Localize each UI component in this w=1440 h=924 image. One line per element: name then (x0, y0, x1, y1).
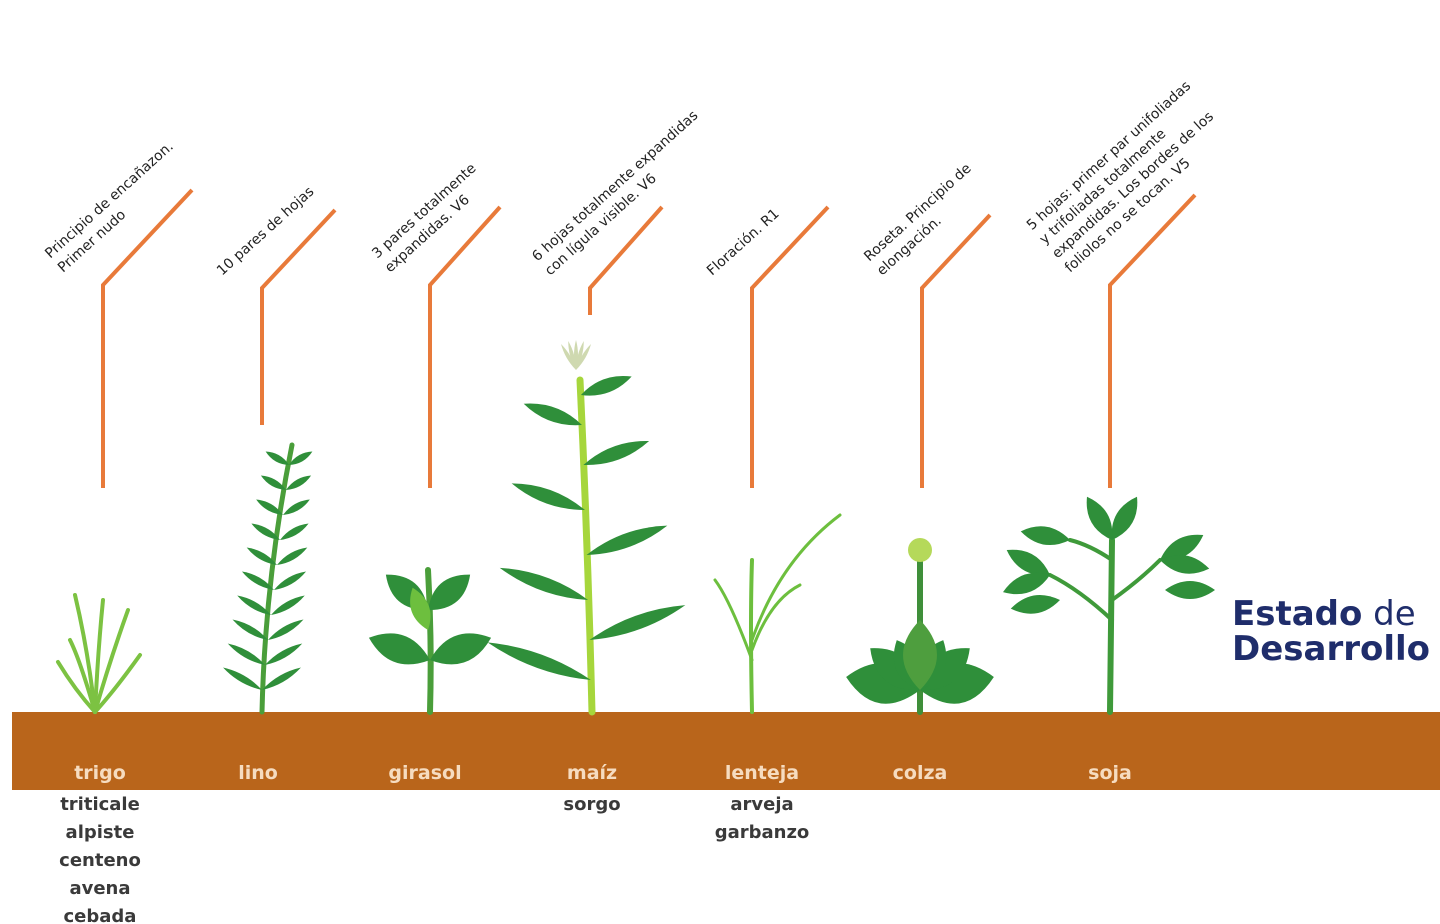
crop-name: lino (238, 762, 278, 784)
crop-other: sorgo (563, 794, 620, 815)
stem (1070, 540, 1112, 560)
crop-other: garbanzo (715, 822, 810, 843)
title-normal: de (1373, 594, 1416, 634)
leader-line (262, 210, 335, 425)
crop-name: maíz (567, 762, 617, 784)
leaf (584, 519, 670, 562)
leaf (272, 568, 308, 593)
leaf (579, 370, 635, 402)
crop-name: soja (1088, 762, 1132, 784)
leaf (1019, 522, 1071, 548)
leader-line (922, 215, 990, 488)
crop-name: lenteja (725, 762, 799, 784)
leaf (226, 640, 267, 668)
leaf (521, 397, 584, 431)
leaf (497, 561, 590, 606)
crop-name: trigo (74, 762, 126, 784)
leaf (1165, 581, 1215, 599)
leaf (269, 592, 306, 618)
leaf (581, 434, 652, 471)
crop-other: centeno (59, 850, 141, 871)
leaf (263, 640, 304, 668)
title-bold: Estado (1232, 594, 1362, 634)
crop-name: colza (893, 762, 948, 784)
stem (1112, 560, 1160, 600)
crop-other: avena (69, 878, 130, 899)
stem (1050, 575, 1112, 620)
bud (908, 538, 932, 562)
crop-other: alpiste (66, 822, 135, 843)
leaf (281, 496, 311, 518)
leader-line (1110, 195, 1195, 488)
leaf (221, 664, 263, 693)
crop-name: girasol (388, 762, 461, 784)
annotation: 10 pares de hojas (214, 184, 317, 279)
crop-other: cebada (64, 906, 137, 924)
leaf (278, 520, 310, 543)
title: Estado de (1232, 594, 1416, 634)
leaf (275, 544, 309, 568)
leader-line (103, 190, 192, 488)
annotation: Principio de encañazon.Primer nudo (42, 139, 189, 276)
leader-line (430, 207, 500, 488)
stem (580, 380, 592, 712)
stem (1110, 540, 1112, 712)
leader-line (752, 207, 828, 488)
crop-other: arveja (730, 794, 793, 815)
leaf (425, 625, 496, 674)
diagram: Estado de Desarrollo trigo triticale alpis… (0, 0, 1440, 924)
leaf (364, 625, 435, 674)
leaf (509, 477, 587, 517)
leaf (485, 636, 593, 687)
plants (58, 340, 1215, 712)
annotation-line: 10 pares de hojas (214, 184, 317, 279)
stem (428, 570, 431, 712)
annotation-line: Principio de encañazon. (42, 139, 176, 262)
stem (715, 580, 752, 660)
title-line2: Desarrollo (1232, 629, 1430, 669)
crop-other: triticale (60, 794, 140, 815)
annotation-line: 6 hojas totalmente expandidas (529, 108, 701, 265)
leaf (260, 664, 302, 693)
leaf (1009, 591, 1061, 617)
leaf (266, 616, 305, 643)
leaf (587, 599, 688, 647)
